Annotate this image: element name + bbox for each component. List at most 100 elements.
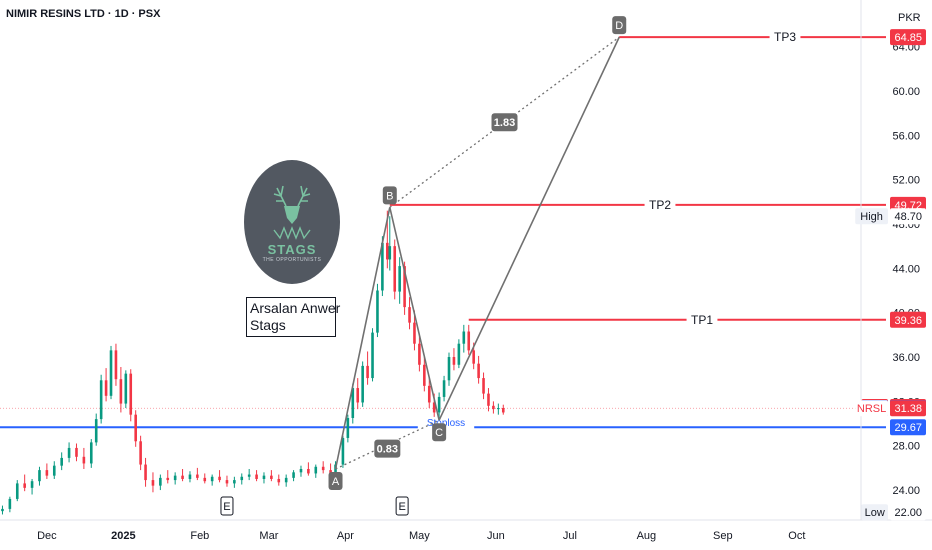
- axis-badge-tag-bg: [861, 504, 888, 521]
- price-level-label-bg: [769, 29, 801, 45]
- candle: [94, 413, 98, 446]
- candle-body: [67, 447, 71, 458]
- candle-body: [159, 477, 162, 486]
- candle-body: [381, 242, 384, 291]
- candle: [376, 283, 379, 338]
- candle-body: [82, 456, 86, 464]
- price-level-label-bg: [686, 311, 718, 327]
- pattern-ratio-line: [335, 419, 440, 470]
- candle: [240, 473, 244, 485]
- candle: [247, 468, 251, 481]
- candle: [196, 467, 199, 481]
- candle: [75, 443, 78, 462]
- pattern-ratio-box: [374, 439, 401, 458]
- candle: [255, 470, 258, 482]
- candle-body: [408, 307, 411, 323]
- price-level-tp2[interactable]: TP2: [389, 196, 886, 212]
- candle: [114, 343, 118, 386]
- candle: [181, 468, 184, 482]
- candle-body: [427, 385, 431, 403]
- x-tick-label: Aug: [637, 530, 657, 542]
- candle-body: [255, 474, 258, 479]
- candle-body: [134, 414, 137, 442]
- candle-body: [119, 379, 123, 404]
- candle: [341, 435, 345, 468]
- chart-title: NIMIR RESINS LTD · 1D · PSX: [6, 8, 161, 20]
- author-name: Arsalan Anwer: [250, 300, 341, 316]
- candle: [284, 474, 288, 487]
- candle-body: [447, 357, 451, 381]
- x-tick-label: 2025: [111, 530, 135, 542]
- candle: [442, 375, 446, 402]
- candle: [203, 473, 207, 484]
- stags-logo: STAGS THE OPPORTUNISTS: [244, 160, 340, 284]
- axis-badge: 39.36: [890, 311, 926, 328]
- candle-body: [497, 408, 500, 410]
- candle-body: [284, 477, 288, 483]
- candle: [218, 470, 221, 483]
- candle-body: [341, 437, 345, 465]
- axis-badge-value: 22.00: [894, 507, 922, 519]
- candle-body: [15, 483, 19, 499]
- candle: [173, 472, 177, 485]
- earnings-marker-box[interactable]: [220, 496, 234, 516]
- candle: [23, 474, 26, 492]
- pattern-point-box: [612, 16, 627, 35]
- candles: [1, 210, 505, 515]
- candle: [307, 462, 310, 476]
- candle-body: [437, 396, 441, 413]
- candle-body: [371, 332, 374, 379]
- candle-body: [413, 322, 416, 344]
- candle: [82, 447, 86, 469]
- axis-badge-value: 29.67: [894, 422, 922, 434]
- candle: [52, 461, 56, 479]
- candle-body: [23, 483, 26, 488]
- y-tick-label: 60.00: [892, 86, 920, 98]
- candle-body: [89, 442, 93, 464]
- logo-wordmark: STAGS: [267, 241, 317, 257]
- candle-body: [188, 474, 192, 479]
- y-tick-label: 36.00: [892, 352, 920, 364]
- candle: [67, 442, 71, 463]
- candle-body: [203, 477, 207, 482]
- earnings-marker[interactable]: E: [220, 496, 234, 516]
- pattern-point-box: [432, 423, 447, 442]
- axis-badge-tag: High: [860, 211, 883, 223]
- candle: [497, 403, 500, 415]
- axis-badge-bg: [890, 419, 926, 436]
- pattern-leg: [334, 207, 391, 470]
- candle: [447, 352, 451, 386]
- price-level-tp3[interactable]: TP3: [619, 29, 886, 45]
- candle-body: [210, 476, 214, 482]
- candle-body: [225, 480, 229, 484]
- candle-body: [386, 242, 389, 260]
- axis-badge-bg: [890, 504, 926, 521]
- earnings-marker-box[interactable]: [395, 496, 409, 516]
- time-axis[interactable]: Dec 2025 Feb Mar Apr May Jun Jul Aug Sep Oct: [37, 530, 805, 542]
- earnings-marker[interactable]: E: [395, 496, 409, 516]
- candle-body: [109, 350, 113, 396]
- price-level-tp1[interactable]: TP1: [468, 311, 886, 327]
- candle: [452, 348, 456, 371]
- candle-body: [196, 474, 199, 478]
- candle-body: [139, 441, 142, 465]
- axis-badge-value: 48.70: [894, 211, 922, 223]
- candle: [388, 216, 392, 271]
- pattern-point-box: [328, 471, 343, 490]
- author-note[interactable]: Arsalan Anwer Stags: [246, 297, 341, 337]
- candle-body: [240, 476, 244, 481]
- candle: [233, 476, 236, 488]
- axis-badge: 31.38 NRSL: [855, 400, 926, 417]
- x-tick-label: Oct: [788, 530, 805, 542]
- candle-body: [501, 408, 505, 413]
- axis-badge-bg: [890, 208, 926, 225]
- candle-body: [482, 378, 485, 394]
- price-axis-badges: 64.8549.7239.3629.6731.49Ask31.40Bid31.3…: [855, 29, 926, 521]
- axis-badge: 64.85: [890, 29, 926, 46]
- axis-badge-tag-bg: [855, 400, 888, 417]
- candle: [104, 368, 108, 402]
- candle: [501, 404, 505, 415]
- candle-body: [418, 343, 421, 365]
